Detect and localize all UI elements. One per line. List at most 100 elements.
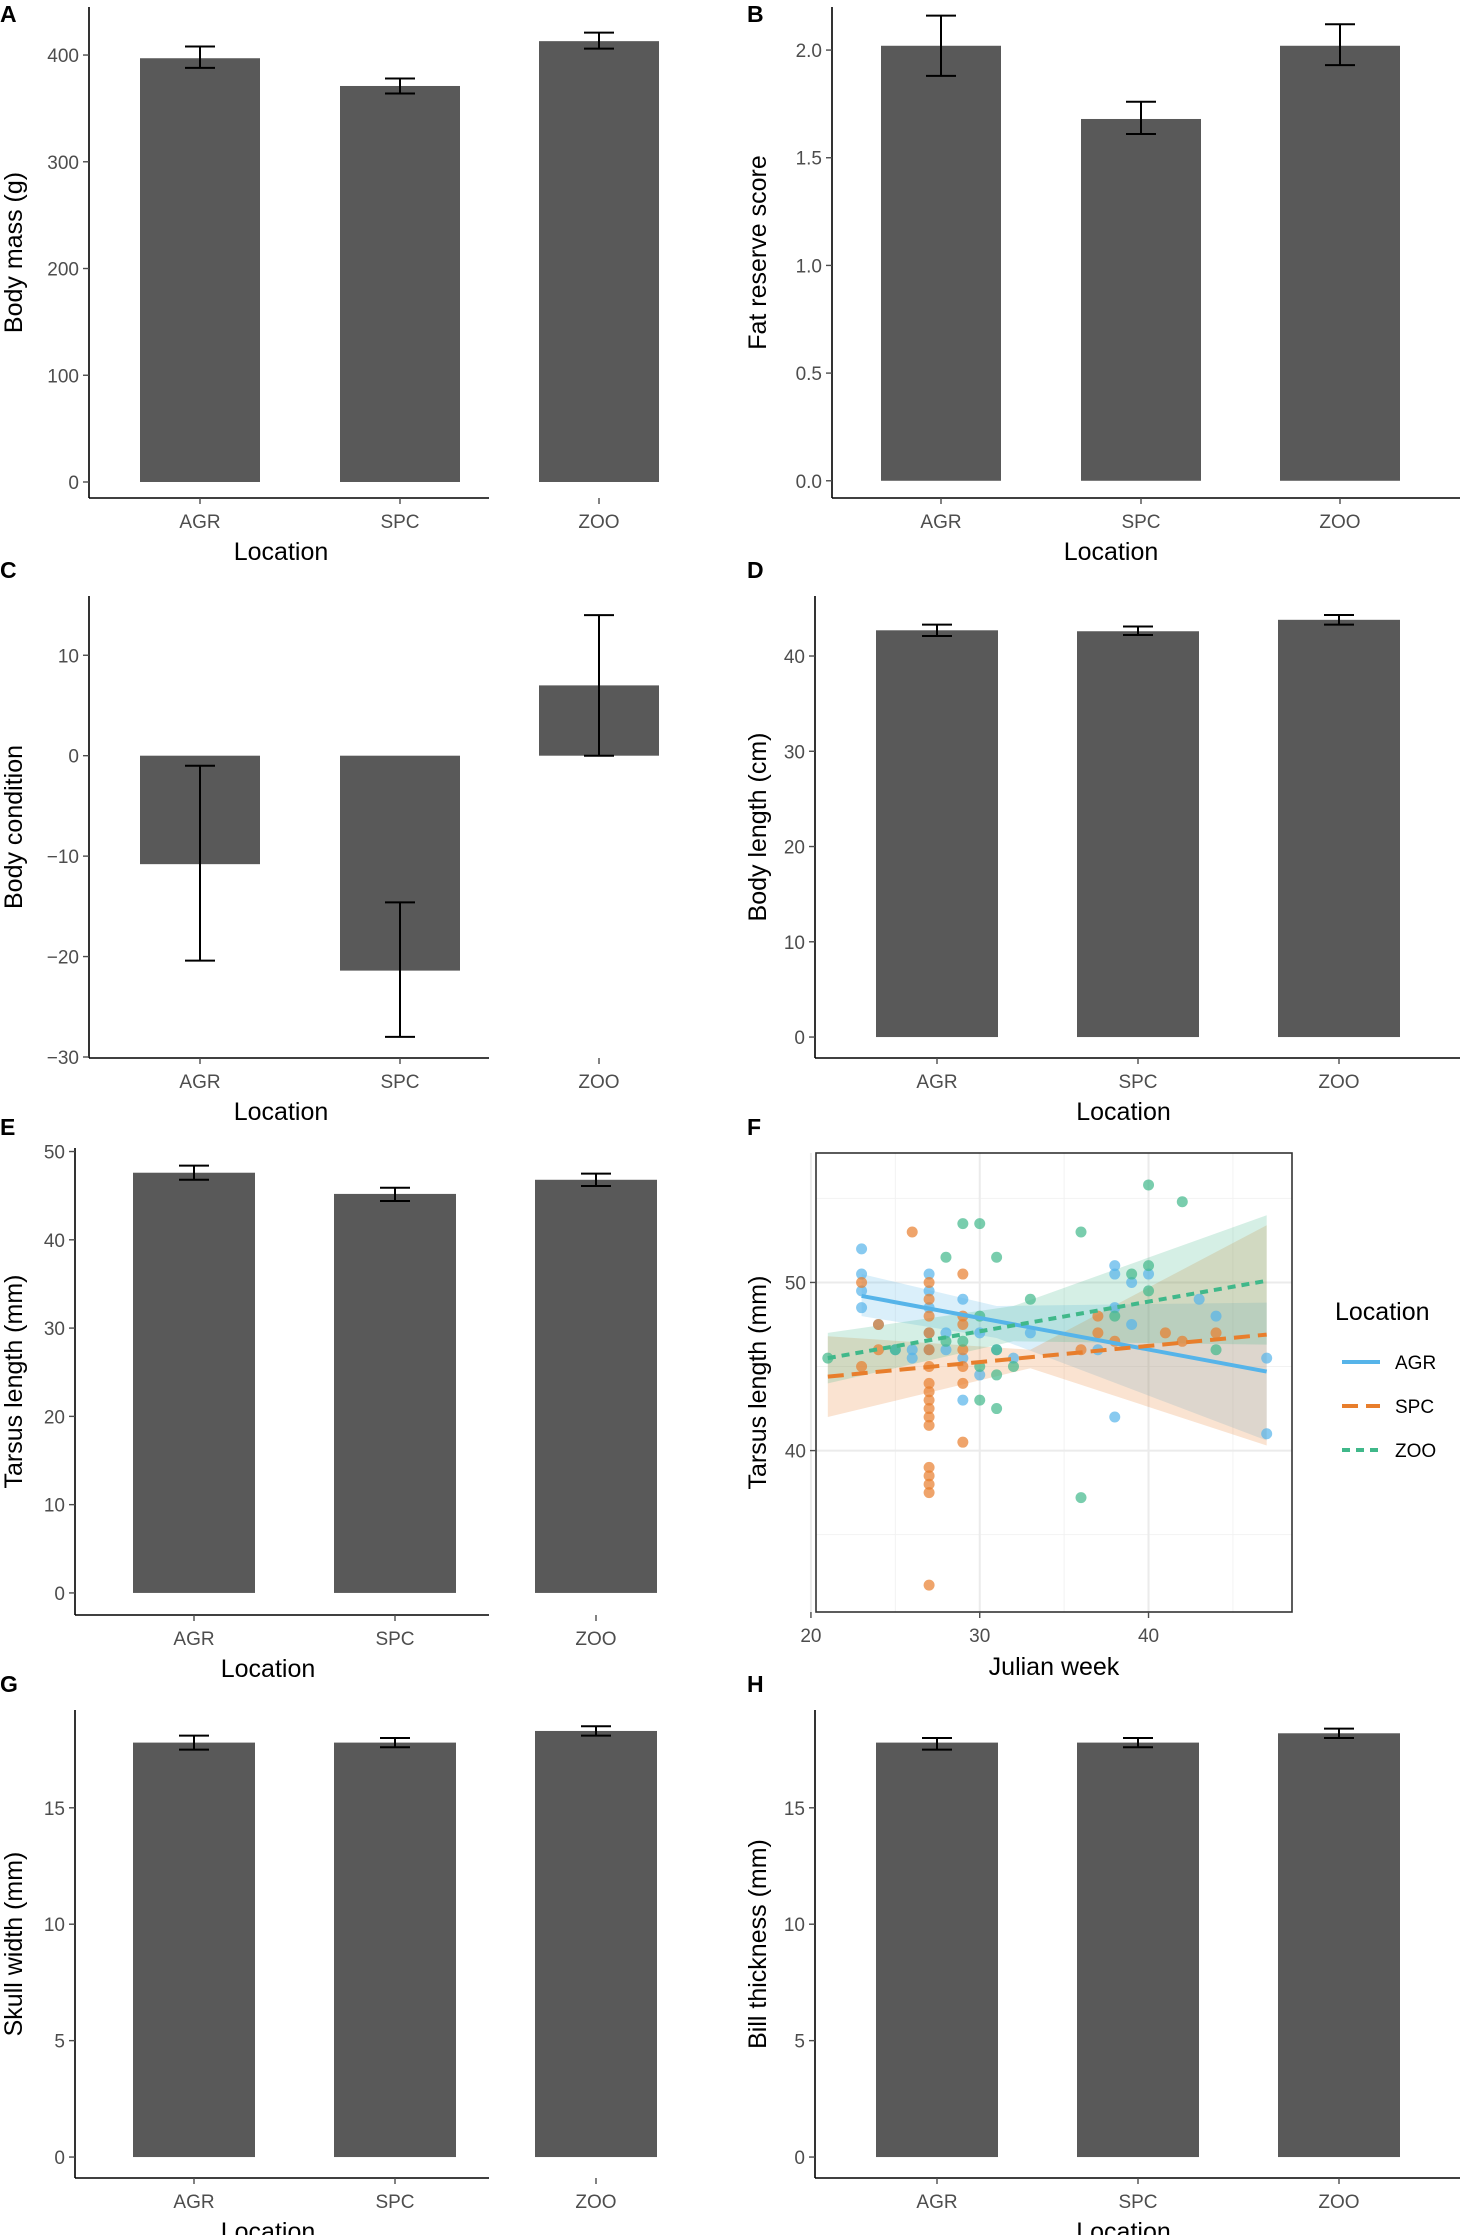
legend: Location AGR SPC ZOO [1335,1298,1436,1462]
point-agr [1261,1428,1273,1440]
point-agr [1109,1260,1121,1272]
bar-agr[interactable] [876,1742,998,2158]
point-agr [1143,1268,1155,1280]
point-spc [923,1327,935,1339]
point-spc [923,1344,935,1356]
bar-zoo[interactable] [1278,619,1400,1038]
point-spc [923,1394,935,1406]
bar-spc[interactable] [334,1742,456,2158]
bar-agr[interactable] [133,1172,255,1593]
x-tick-label: SPC [375,2192,414,2213]
y-tick-label: 0 [794,1028,805,1049]
bar-spc[interactable] [334,1193,456,1593]
panel-d: D 0 10 20 30 40 AGR SPC ZOO Location Body length (… [744,557,1460,1126]
point-spc [923,1419,935,1431]
y-tick-label: 0 [54,1584,65,1605]
point-spc [1176,1335,1188,1347]
y-axis-title: Body mass (g) [0,172,28,333]
point-agr [1024,1327,1036,1339]
point-agr [940,1327,952,1339]
plot-content [822,1179,1273,1591]
point-spc [957,1436,969,1448]
x-tick-label: SPC [380,1072,419,1093]
y-tick-label: 0 [68,747,79,768]
x-axis-title: Location [234,538,329,566]
bar-zoo[interactable] [539,41,659,482]
point-spc [923,1293,935,1305]
bar-zoo[interactable] [535,1730,657,2158]
panel-letter: B [747,1,764,27]
point-agr [923,1285,935,1297]
bar-zoo[interactable] [1280,45,1400,481]
legend-label: AGR [1395,1353,1436,1374]
point-spc [906,1226,918,1238]
y-tick-label: 10 [44,1915,65,1936]
point-zoo [940,1251,952,1263]
point-spc [923,1403,935,1415]
panel-c: C −30 −20 −10 0 10 AGR SPC ZOO Location Body condi… [0,557,659,1126]
panel-a: A 0 100 200 300 400 AGR SPC ZOO Location Body mass… [0,1,659,566]
bar-agr[interactable] [140,58,260,482]
bar-zoo[interactable] [1278,1733,1400,2158]
point-spc [923,1461,935,1473]
bar-agr[interactable] [881,45,1001,481]
bar-agr[interactable] [876,630,998,1038]
x-tick-label: SPC [1121,512,1160,533]
y-tick-label: 0.0 [796,472,822,493]
x-tick-label: SPC [1118,2192,1157,2213]
panel-letter: F [747,1114,761,1140]
y-axis-title: Body length (cm) [744,733,772,922]
y-tick-label: 200 [47,260,79,281]
trend-line-agr [861,1293,1268,1374]
y-tick-label: −20 [47,948,79,969]
point-zoo [957,1218,969,1230]
x-tick-label: ZOO [575,2192,616,2213]
bar-spc[interactable] [340,85,460,482]
y-tick-label: 20 [44,1407,65,1428]
panel-b: B 0.0 0.5 1.0 1.5 2.0 AGR SPC ZOO Location Fat res… [744,1,1460,566]
point-spc [1092,1310,1104,1322]
point-agr [1126,1276,1138,1288]
x-tick-label: ZOO [578,512,619,533]
point-zoo [957,1335,969,1347]
y-tick-label: 20 [784,838,805,859]
plot-border [815,1152,1293,1613]
bar-agr[interactable] [133,1742,255,2158]
y-axis-title: Body condition [0,745,28,909]
y-tick-label: 50 [785,1273,806,1294]
y-tick-label: 30 [44,1319,65,1340]
point-zoo [1075,1226,1087,1238]
bar-spc[interactable] [1077,1742,1199,2158]
x-tick-label: AGR [916,2192,957,2213]
bar-spc[interactable] [1081,118,1201,481]
y-tick-label: 1.5 [796,149,822,170]
point-spc [872,1344,884,1356]
x-tick-label: SPC [375,1629,414,1650]
point-spc [856,1276,868,1288]
x-tick-label: ZOO [1318,2192,1359,2213]
y-tick-label: 0 [794,2148,805,2169]
y-tick-label: −10 [47,847,79,868]
point-zoo [1007,1361,1019,1373]
point-agr [856,1243,868,1255]
bar-spc[interactable] [1077,631,1199,1038]
point-zoo [991,1251,1003,1263]
point-agr [957,1293,969,1305]
legend-label: ZOO [1395,1441,1436,1462]
point-zoo [1109,1310,1121,1322]
bar-zoo[interactable] [535,1179,657,1593]
point-agr [906,1344,918,1356]
y-tick-label: 10 [784,1915,805,1936]
panel-h: H 0 5 10 15 AGR SPC ZOO Location Bill thickness (… [744,1671,1460,2235]
x-tick-label: AGR [179,512,220,533]
point-spc [923,1470,935,1482]
y-tick-label: 5 [54,2032,65,2053]
y-tick-label: 5 [794,2032,805,2053]
point-zoo [991,1403,1003,1415]
y-tick-label: 400 [47,46,79,67]
x-tick-label: SPC [380,512,419,533]
point-zoo [991,1344,1003,1356]
point-agr [856,1285,868,1297]
x-axis-title: Location [221,2218,316,2235]
